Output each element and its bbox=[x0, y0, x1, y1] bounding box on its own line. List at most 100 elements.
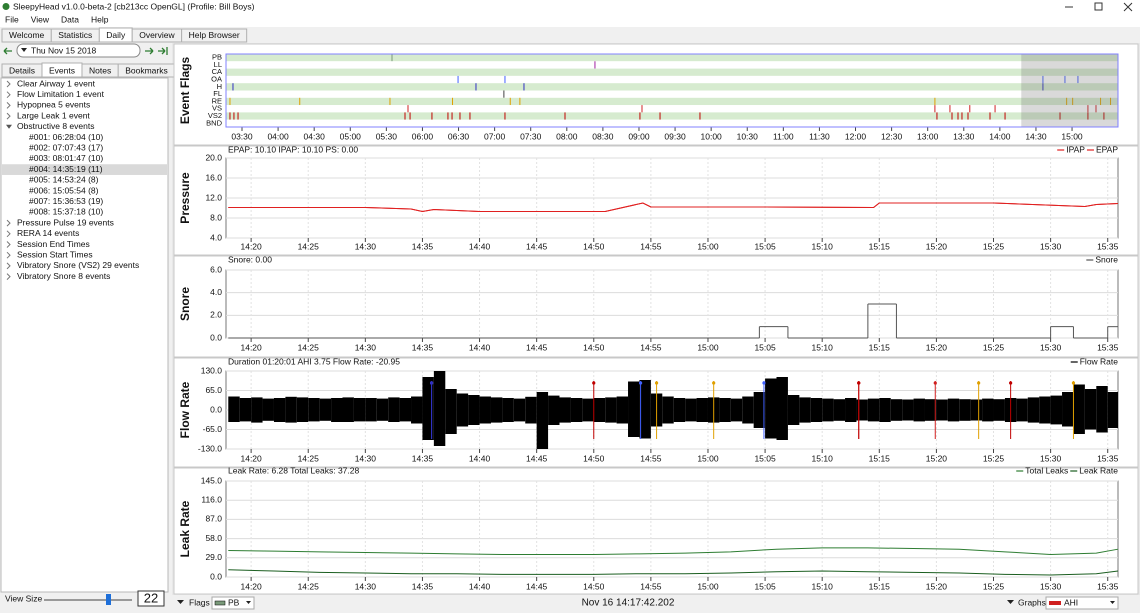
tree-child[interactable]: #005: 14:53:24 (8) bbox=[29, 175, 99, 185]
tree-expander[interactable] bbox=[6, 230, 11, 238]
x-tick-label: 14:25 bbox=[298, 453, 320, 463]
flow-event-dot bbox=[762, 381, 766, 385]
flow-envelope bbox=[582, 398, 594, 422]
x-tick-label: 11:00 bbox=[773, 131, 794, 141]
x-tick-label: 14:20 bbox=[240, 342, 262, 352]
graphs-select[interactable] bbox=[1045, 596, 1119, 610]
sidebar-tab-label[interactable]: Bookmarks bbox=[125, 65, 168, 75]
x-tick-label: 08:00 bbox=[556, 131, 578, 141]
tree-child[interactable]: #002: 07:07:43 (17) bbox=[29, 142, 103, 152]
tree-expander[interactable] bbox=[6, 262, 11, 270]
tree-expander[interactable] bbox=[6, 124, 12, 129]
x-tick-label: 15:05 bbox=[754, 453, 776, 463]
view-size-label: View Size bbox=[5, 593, 42, 603]
flow-envelope bbox=[639, 380, 651, 439]
tree-expander[interactable] bbox=[6, 102, 11, 109]
tree-item[interactable]: Large Leak 1 event bbox=[17, 110, 90, 120]
close-button[interactable] bbox=[1123, 2, 1133, 12]
legend-label: Total Leaks bbox=[1025, 465, 1068, 475]
last-day-button[interactable] bbox=[158, 47, 168, 55]
tree-item[interactable]: Vibratory Snore 8 events bbox=[17, 271, 110, 281]
tree-item[interactable]: Session Start Times bbox=[17, 249, 93, 259]
sidebar-tab-label[interactable]: Notes bbox=[89, 65, 111, 75]
series-line bbox=[228, 202, 1119, 213]
flow-envelope bbox=[456, 393, 469, 427]
menu-item[interactable]: File bbox=[5, 14, 19, 24]
tree-item[interactable]: Session End Times bbox=[17, 239, 90, 249]
x-tick-label: 11:30 bbox=[809, 131, 830, 141]
flag-row-stripe bbox=[226, 68, 1118, 76]
x-tick-label: 13:30 bbox=[953, 131, 975, 141]
flow-envelope bbox=[628, 381, 640, 437]
menu-item[interactable]: View bbox=[31, 14, 50, 24]
date-dropdown-arrow[interactable] bbox=[21, 48, 27, 52]
flag-row-stripe bbox=[226, 97, 1118, 106]
tree-child[interactable]: #008: 15:37:18 (10) bbox=[29, 207, 103, 217]
flow-envelope bbox=[810, 398, 823, 422]
tab[interactable] bbox=[181, 28, 248, 43]
tab-label[interactable]: Overview bbox=[139, 30, 175, 40]
tree-item[interactable]: Hypopnea 5 events bbox=[17, 100, 90, 110]
restore-button[interactable] bbox=[1094, 2, 1103, 11]
menu-item[interactable]: Data bbox=[61, 14, 79, 24]
x-tick-label: 14:40 bbox=[469, 342, 491, 352]
x-tick-label: 14:20 bbox=[240, 241, 262, 251]
tree-child[interactable]: #006: 15:05:54 (8) bbox=[29, 185, 99, 195]
graphs-dropdown[interactable] bbox=[1007, 600, 1014, 604]
tree-child[interactable]: #003: 08:01:47 (10) bbox=[29, 153, 103, 163]
flow-envelope bbox=[239, 398, 252, 422]
tree-item[interactable]: Obstructive 8 events bbox=[17, 121, 94, 131]
x-tick-label: 15:25 bbox=[983, 241, 1005, 251]
flow-envelope bbox=[593, 398, 606, 422]
flow-envelope bbox=[353, 398, 366, 422]
tab-label[interactable]: Statistics bbox=[58, 30, 92, 40]
x-tick-label: 14:00 bbox=[989, 131, 1011, 141]
x-tick-label: 06:00 bbox=[412, 131, 434, 141]
x-tick-label: 15:00 bbox=[697, 581, 719, 591]
sidebar-tab-label[interactable]: Events bbox=[49, 65, 75, 75]
sidebar-tab-label[interactable]: Details bbox=[9, 65, 35, 75]
date-combo[interactable] bbox=[16, 43, 141, 58]
tab-label[interactable]: Welcome bbox=[9, 30, 45, 40]
tab-label[interactable]: Daily bbox=[106, 30, 126, 40]
view-size-value: 22 bbox=[144, 590, 158, 605]
x-tick-label: 14:35 bbox=[412, 581, 434, 591]
x-tick-label: 14:55 bbox=[640, 342, 662, 352]
tree-expander[interactable] bbox=[6, 251, 11, 259]
tree-expander[interactable] bbox=[6, 112, 11, 120]
flow-envelope bbox=[559, 397, 571, 423]
tree-child[interactable]: #004: 14:35:19 (11) bbox=[29, 164, 103, 174]
next-day-button[interactable] bbox=[145, 47, 154, 55]
tree-item[interactable]: Pressure Pulse 19 events bbox=[17, 217, 114, 227]
flow-envelope bbox=[765, 378, 777, 439]
x-tick-label: 09:00 bbox=[628, 131, 650, 141]
tree-expander[interactable] bbox=[6, 273, 11, 280]
tree-child[interactable]: #007: 15:36:53 (19) bbox=[29, 196, 103, 206]
tree-expander[interactable] bbox=[6, 241, 11, 248]
x-tick-label: 14:50 bbox=[583, 453, 605, 463]
flow-envelope bbox=[376, 398, 389, 421]
view-size-thumb[interactable] bbox=[106, 594, 111, 605]
tree-expander[interactable] bbox=[6, 80, 11, 88]
tree-item[interactable]: RERA 14 events bbox=[17, 228, 79, 238]
tree-item[interactable]: Clear Airway 1 event bbox=[17, 78, 96, 88]
flags-dropdown[interactable] bbox=[177, 600, 184, 604]
flow-envelope bbox=[742, 396, 754, 424]
flags-select[interactable] bbox=[211, 596, 255, 610]
tree-item[interactable]: Flow Limitation 1 event bbox=[17, 89, 105, 99]
legend-label: Flow Rate bbox=[1080, 356, 1119, 366]
tab-label[interactable]: Help Browser bbox=[189, 30, 240, 40]
flow-envelope bbox=[228, 396, 240, 422]
flow-envelope bbox=[1107, 392, 1118, 428]
y-tick-label: 20.0 bbox=[205, 152, 222, 162]
flow-envelope bbox=[902, 399, 914, 421]
prev-day-button[interactable] bbox=[3, 47, 12, 55]
menu-item[interactable]: Help bbox=[91, 14, 109, 24]
flow-envelope bbox=[422, 377, 434, 440]
tree-item[interactable]: Vibratory Snore (VS2) 29 events bbox=[17, 260, 139, 270]
tree-expander[interactable] bbox=[6, 91, 11, 99]
tree-child[interactable]: #001: 06:28:04 (10) bbox=[29, 132, 103, 142]
flow-event-dot bbox=[977, 381, 981, 385]
tree-expander[interactable] bbox=[6, 219, 11, 227]
flow-envelope bbox=[468, 395, 480, 425]
